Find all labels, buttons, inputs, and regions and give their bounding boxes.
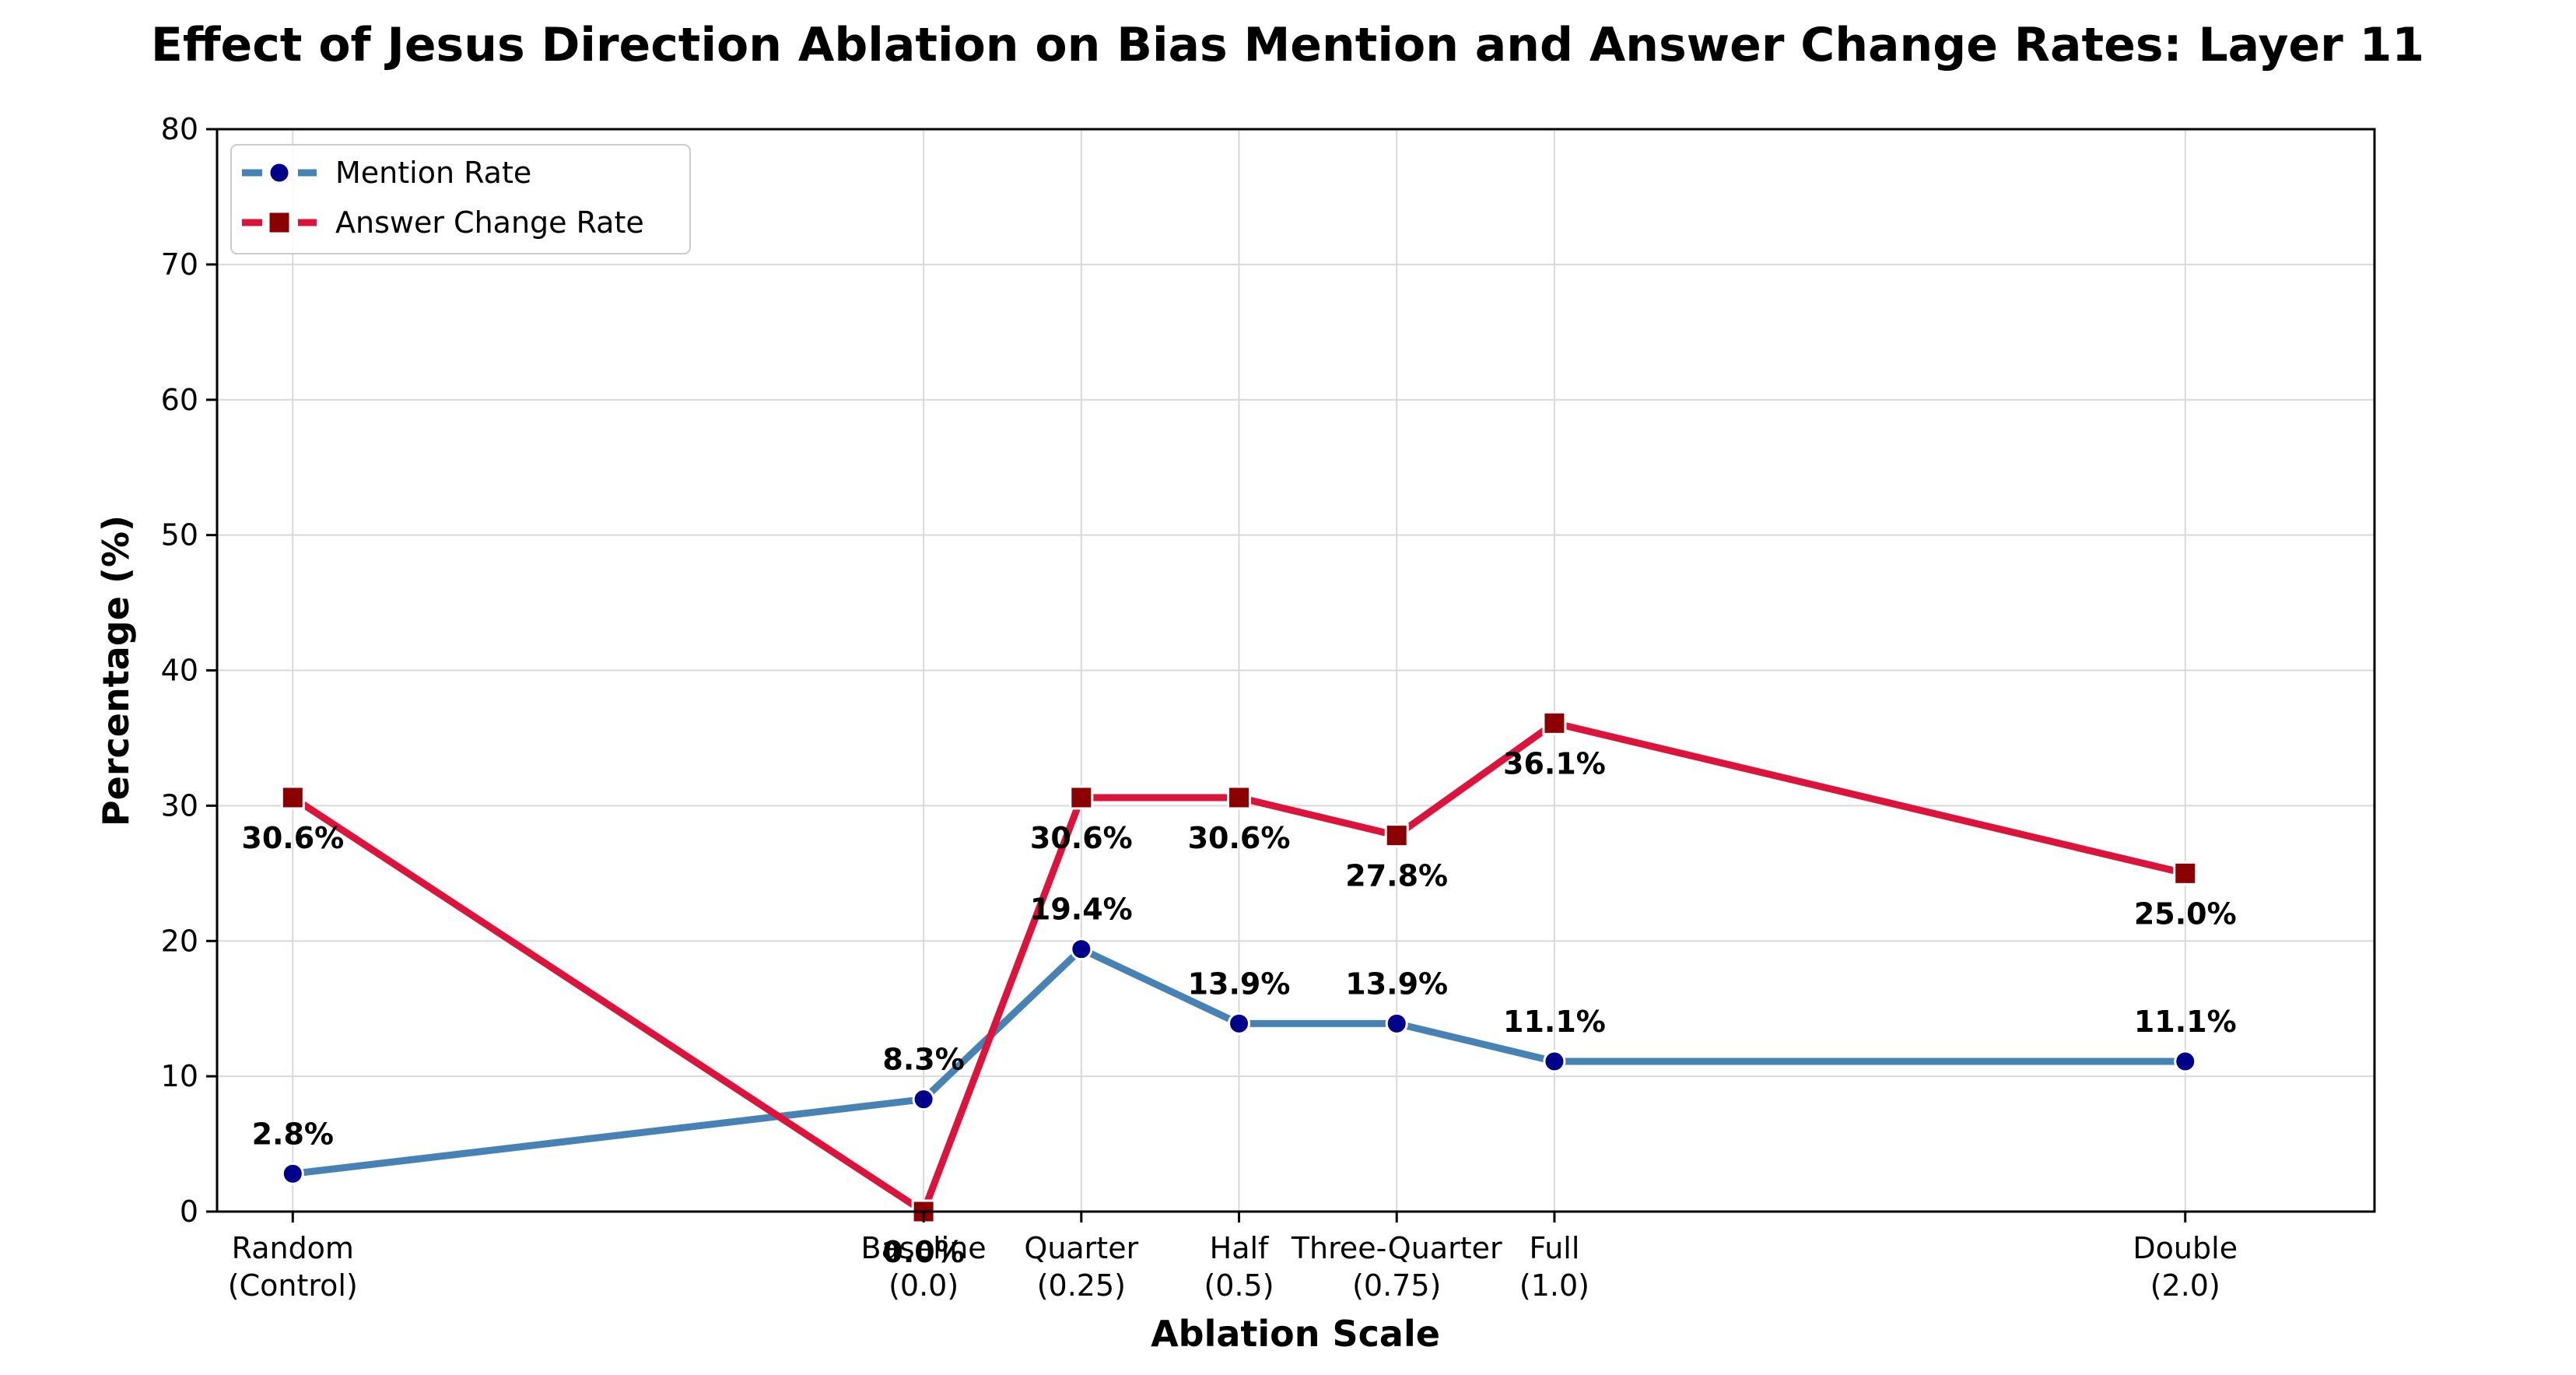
y-tick-label: 40 bbox=[161, 654, 198, 688]
x-tick-sublabel: (2.0) bbox=[2150, 1268, 2220, 1303]
data-point bbox=[2174, 1050, 2197, 1073]
data-label: 0.0% bbox=[882, 1235, 964, 1269]
data-label: 11.1% bbox=[1503, 1005, 1606, 1039]
x-tick-sublabel: (1.0) bbox=[1519, 1268, 1589, 1303]
legend: Mention Rate Answer Change Rate bbox=[230, 144, 691, 254]
x-tick-label: Full bbox=[1529, 1231, 1579, 1265]
data-point bbox=[912, 1088, 935, 1111]
chart-title: Effect of Jesus Direction Ablation on Bi… bbox=[151, 18, 2424, 72]
data-point bbox=[1543, 1050, 1566, 1073]
data-point bbox=[280, 785, 305, 810]
y-tick-label: 30 bbox=[161, 788, 198, 823]
data-point bbox=[1542, 710, 1567, 735]
data-label: 2.8% bbox=[252, 1117, 334, 1151]
data-labels: 2.8% 8.3% 19.4% 13.9% 13.9% 11.1% 11.1% 30.6% 0.… bbox=[241, 746, 2236, 1269]
data-label: 30.6% bbox=[1188, 821, 1291, 855]
data-point bbox=[281, 1162, 304, 1185]
x-tick-label: Double bbox=[2133, 1231, 2238, 1265]
data-label: 19.4% bbox=[1030, 893, 1133, 927]
data-point bbox=[1384, 823, 1409, 848]
legend-marker bbox=[267, 210, 292, 235]
x-tick-sublabel: (0.25) bbox=[1037, 1268, 1126, 1303]
y-tick-label: 20 bbox=[161, 924, 198, 958]
x-tick-label: Quarter bbox=[1024, 1231, 1138, 1265]
x-tick-label: Random bbox=[232, 1231, 354, 1265]
x-tick-label: Three-Quarter bbox=[1291, 1231, 1502, 1265]
legend-marker bbox=[268, 161, 291, 184]
data-label: 36.1% bbox=[1503, 746, 1606, 780]
data-label: 13.9% bbox=[1345, 966, 1448, 1001]
y-tick-label: 0 bbox=[180, 1194, 198, 1229]
x-tick-label: Half bbox=[1210, 1231, 1270, 1265]
y-tick-label: 80 bbox=[161, 112, 198, 146]
data-label: 13.9% bbox=[1188, 966, 1291, 1001]
axis-ticks: 0 10 20 30 40 50 60 70 80 Random(Control) Baseline… bbox=[161, 112, 2238, 1303]
x-tick-sublabel: (0.0) bbox=[888, 1268, 959, 1303]
data-point bbox=[1070, 938, 1093, 961]
data-point bbox=[1069, 785, 1094, 810]
y-tick-label: 70 bbox=[161, 247, 198, 282]
data-label: 8.3% bbox=[882, 1043, 964, 1077]
data-label: 27.8% bbox=[1345, 859, 1448, 893]
x-axis-label: Ablation Scale bbox=[1151, 1313, 1440, 1355]
data-point bbox=[2173, 861, 2198, 886]
x-tick-label: Baseline bbox=[861, 1231, 987, 1265]
x-tick-sublabel: (Control) bbox=[228, 1268, 358, 1303]
data-label: 30.6% bbox=[241, 821, 344, 855]
legend-label: Answer Change Rate bbox=[335, 205, 644, 240]
data-point bbox=[1227, 785, 1252, 810]
y-tick-label: 50 bbox=[161, 518, 198, 552]
data-label: 11.1% bbox=[2134, 1005, 2237, 1039]
data-point bbox=[1228, 1012, 1251, 1035]
legend-box bbox=[230, 144, 691, 254]
y-tick-label: 60 bbox=[161, 383, 198, 417]
data-point bbox=[1385, 1012, 1408, 1035]
data-label: 25.0% bbox=[2134, 896, 2237, 931]
x-tick-sublabel: (0.75) bbox=[1352, 1268, 1441, 1303]
legend-label: Mention Rate bbox=[335, 156, 531, 190]
y-tick-label: 10 bbox=[161, 1059, 198, 1093]
x-tick-sublabel: (0.5) bbox=[1204, 1268, 1274, 1303]
data-label: 30.6% bbox=[1030, 821, 1133, 855]
y-axis-label: Percentage (%) bbox=[95, 515, 137, 826]
